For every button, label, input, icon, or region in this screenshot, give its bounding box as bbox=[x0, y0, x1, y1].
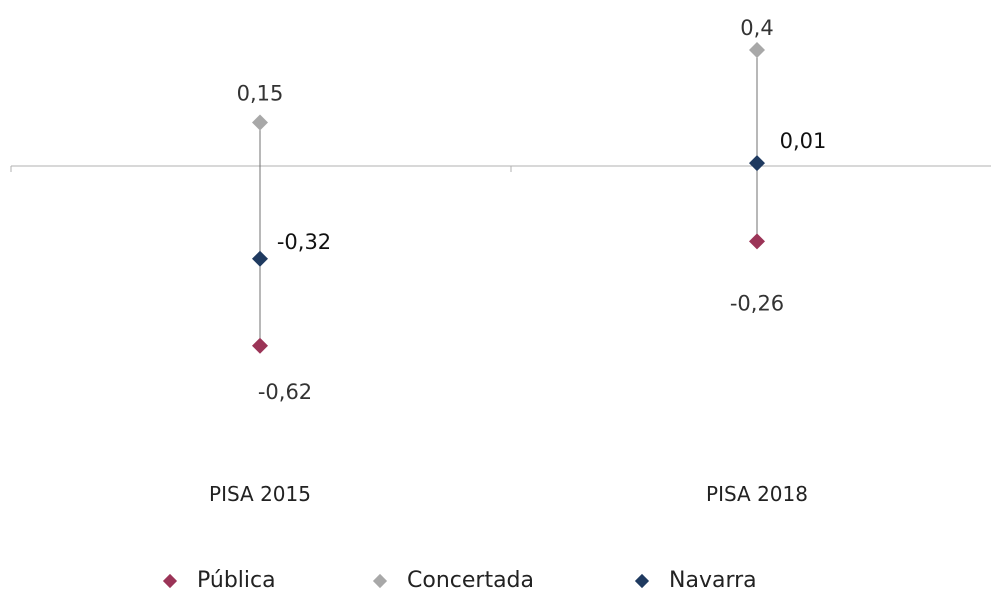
legend-label-navarra: Navarra bbox=[669, 568, 757, 593]
legend-item-navarra: Navarra bbox=[634, 568, 757, 593]
point-navarra-0 bbox=[252, 250, 268, 267]
legend-label-publica: Pública bbox=[197, 568, 276, 593]
data-label-publica-1: -0,26 bbox=[730, 291, 784, 315]
point-concertada-0 bbox=[252, 114, 268, 131]
data-label-concertada-0: 0,15 bbox=[237, 82, 284, 106]
point-publica-1 bbox=[749, 233, 765, 250]
legend: Pública Concertada Navarra bbox=[0, 568, 991, 602]
legend-item-publica: Pública bbox=[162, 568, 276, 593]
point-navarra-1 bbox=[749, 155, 765, 172]
point-concertada-1 bbox=[749, 42, 765, 58]
legend-marker-concertada bbox=[372, 573, 388, 588]
data-label-concertada-1: 0,4 bbox=[740, 16, 773, 40]
data-label-navarra-1: 0,01 bbox=[780, 129, 827, 153]
data-label-navarra-0: -0,32 bbox=[277, 230, 331, 254]
legend-item-concertada: Concertada bbox=[372, 568, 534, 593]
data-label-publica-0: -0,62 bbox=[258, 380, 312, 404]
point-publica-0 bbox=[252, 337, 268, 354]
legend-label-concertada: Concertada bbox=[407, 568, 534, 593]
category-label-pisa-2015: PISA 2015 bbox=[209, 482, 311, 506]
category-label-pisa-2018: PISA 2018 bbox=[706, 482, 808, 506]
legend-marker-publica bbox=[162, 573, 178, 588]
legend-marker-navarra bbox=[634, 573, 650, 588]
